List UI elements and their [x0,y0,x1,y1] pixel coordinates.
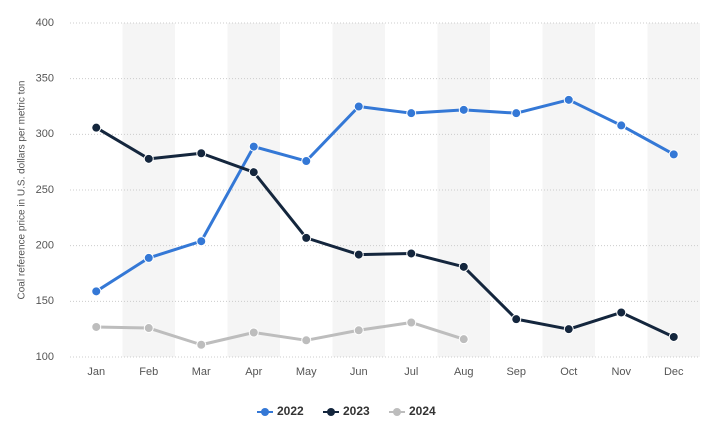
point [196,148,207,159]
series-line [95,98,675,293]
point [458,104,469,115]
point [353,249,364,260]
point [91,122,102,133]
x-tick-label: May [296,366,317,378]
point [301,156,312,167]
point [301,335,312,346]
x-tick-label: Jul [404,366,418,378]
y-tick-label: 200 [36,240,54,252]
point [143,153,154,164]
x-tick-label: Jan [87,366,105,378]
point [458,334,469,345]
y-tick-label: 100 [36,351,54,363]
point [616,307,627,318]
legend-marker [261,408,269,416]
x-tick-label: Feb [139,366,158,378]
point [511,108,522,119]
point [353,101,364,112]
point [248,141,259,152]
point [248,167,259,178]
point [248,327,259,338]
x-tick-label: Apr [245,366,262,378]
y-tick-label: 300 [36,128,54,140]
point [406,108,417,119]
point [563,94,574,105]
point [196,236,207,247]
legend-marker [393,408,401,416]
y-tick-label: 250 [36,184,54,196]
y-tick-label: 150 [36,295,54,307]
point [458,261,469,272]
x-tick-label: Aug [454,366,474,378]
point [91,286,102,297]
point [406,248,417,259]
point [353,325,364,336]
series-line [95,126,675,339]
y-axis-label: Coal reference price in U.S. dollars per… [17,81,28,300]
x-tick-label: Sep [506,366,526,378]
x-tick-label: Dec [664,366,684,378]
x-tick-label: Nov [611,366,631,378]
series-line [96,320,465,347]
point [91,321,102,332]
point [196,339,207,350]
point [143,323,154,334]
x-tick-label: Jun [350,366,368,378]
point [563,324,574,335]
y-tick-label: 400 [36,17,54,29]
point [616,120,627,131]
point [406,317,417,328]
legend-text: 2023 [343,404,370,418]
point [143,252,154,263]
y-tick-label: 350 [36,73,54,85]
point [511,314,522,325]
x-tick-label: Oct [560,366,577,378]
point [301,232,312,243]
point [668,149,679,160]
point [668,331,679,342]
legend-marker [327,408,335,416]
legend-text: 2024 [409,404,436,418]
x-tick-label: Mar [192,366,211,378]
legend-text: 2022 [277,404,304,418]
